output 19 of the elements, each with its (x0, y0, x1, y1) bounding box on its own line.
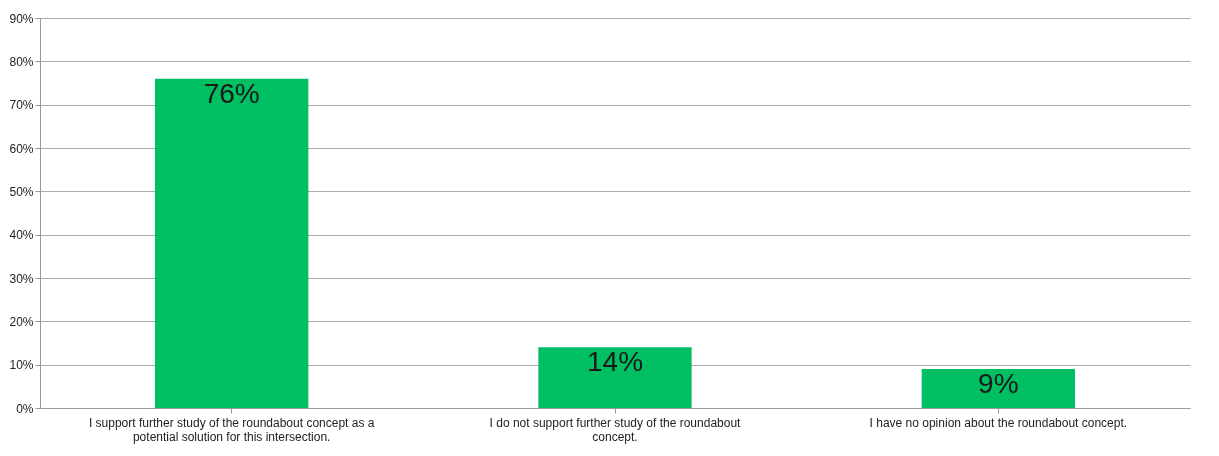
y-tick-label: 40% (9, 228, 34, 243)
bar (155, 78, 309, 408)
data-label: 76% (203, 77, 260, 109)
y-tick-label: 70% (9, 98, 34, 113)
y-tick-label: 0% (16, 401, 34, 416)
data-label: 9% (978, 368, 1019, 399)
y-tick-label: 50% (9, 184, 34, 199)
data-label: 14% (586, 346, 644, 378)
bar (538, 347, 692, 408)
y-tick-label: 30% (9, 271, 34, 286)
x-tick-label: I do not support further study of the roundabout concept. (489, 415, 742, 444)
x-tick-label: I have no opinion about the roundabout concept. (869, 415, 1128, 430)
y-tick-label: 80% (9, 54, 34, 69)
y-tick-label: 90% (9, 11, 34, 26)
y-tick-label: 60% (9, 141, 34, 156)
bar (921, 369, 1075, 408)
y-tick-label: 10% (9, 358, 34, 373)
y-tick-label: 20% (9, 314, 34, 329)
x-tick-label: I support further study of the roundabout concept as a potential solution for this intersection. (88, 415, 375, 444)
